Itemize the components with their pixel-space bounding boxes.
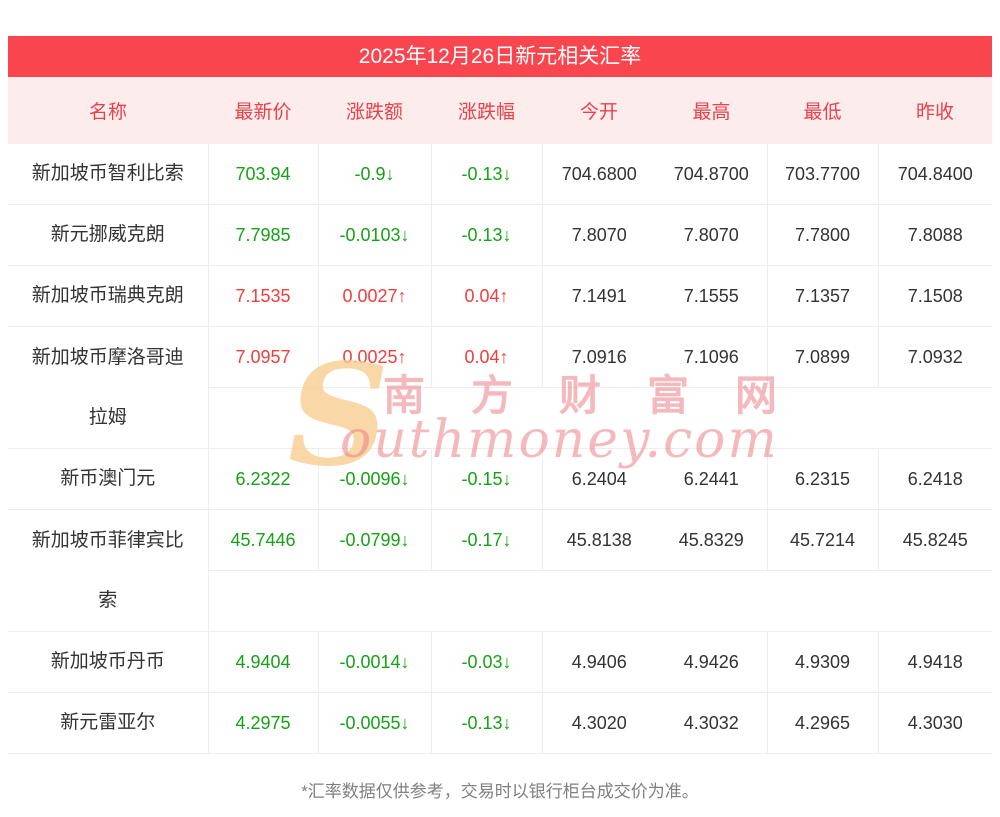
- change-pct-cell: 0.04↑: [431, 265, 543, 327]
- open-cell: 7.8070: [542, 204, 656, 266]
- prev-close-cell: 7.0932: [878, 326, 992, 388]
- table-row: 新加坡币智利比索 703.94 -0.9↓ -0.13↓ 704.6800 704.870…: [8, 144, 992, 205]
- open-cell: 4.3020: [542, 692, 656, 754]
- low-cell: 6.2315: [767, 448, 879, 510]
- footnote: *汇率数据仅供参考，交易时以银行柜台成交价为准。: [301, 782, 699, 801]
- table-row: 新加坡币菲律宾比索 45.7446 -0.0799↓ -0.17↓ 45.8138 45.…: [8, 509, 992, 632]
- high-cell: 7.1555: [656, 265, 768, 327]
- col-header-latest: 最新价: [208, 77, 318, 144]
- latest-price-cell: 4.9404: [208, 631, 319, 693]
- col-header-high: 最高: [656, 77, 767, 144]
- open-cell: 6.2404: [542, 448, 656, 510]
- low-cell: 4.2965: [767, 692, 879, 754]
- change-amount-cell: -0.9↓: [318, 144, 432, 205]
- high-cell: 7.1096: [656, 326, 768, 388]
- currency-pair-name: 新加坡币丹币: [8, 631, 209, 693]
- open-cell: 7.0916: [542, 326, 656, 388]
- col-header-name: 名称: [8, 77, 208, 144]
- latest-price-cell: 4.2975: [208, 692, 319, 754]
- change-pct-cell: -0.17↓: [431, 509, 543, 571]
- low-cell: 7.0899: [767, 326, 879, 388]
- latest-price-cell: 7.0957: [208, 326, 319, 388]
- table-row: 新加坡币瑞典克朗 7.1535 0.0027↑ 0.04↑ 7.1491 7.1555 7.…: [8, 265, 992, 327]
- high-cell: 45.8329: [656, 509, 768, 571]
- high-cell: 704.8700: [656, 144, 768, 205]
- open-cell: 45.8138: [542, 509, 656, 571]
- high-cell: 6.2441: [656, 448, 768, 510]
- spacer-cell: [208, 570, 992, 632]
- currency-pair-name: 新币澳门元: [8, 448, 209, 510]
- high-cell: 4.3032: [656, 692, 768, 754]
- table-row-spacer: [8, 570, 992, 632]
- table-row: 新元雷亚尔 4.2975 -0.0055↓ -0.13↓ 4.3020 4.3032 4.2…: [8, 692, 992, 754]
- change-amount-cell: 0.0025↑: [318, 326, 432, 388]
- currency-pair-name: 新加坡币瑞典克朗: [8, 265, 209, 327]
- latest-price-cell: 7.7985: [208, 204, 319, 266]
- change-pct-cell: -0.03↓: [431, 631, 543, 693]
- currency-pair-name: 新元挪威克朗: [8, 204, 209, 266]
- change-amount-cell: -0.0799↓: [318, 509, 432, 571]
- col-header-low: 最低: [767, 77, 878, 144]
- change-amount-cell: -0.0103↓: [318, 204, 432, 266]
- open-cell: 4.9406: [542, 631, 656, 693]
- high-cell: 7.8070: [656, 204, 768, 266]
- prev-close-cell: 4.3030: [878, 692, 992, 754]
- change-pct-cell: -0.15↓: [431, 448, 543, 510]
- currency-pair-name: 新加坡币菲律宾比索: [8, 509, 209, 632]
- table-row: 新加坡币丹币 4.9404 -0.0014↓ -0.03↓ 4.9406 4.9426 4.…: [8, 631, 992, 693]
- change-amount-cell: -0.0096↓: [318, 448, 432, 510]
- latest-price-cell: 7.1535: [208, 265, 319, 327]
- table-header-row: 名称 最新价 涨跌额 涨跌幅 今开 最高 最低 昨收: [8, 77, 992, 144]
- latest-price-cell: 6.2322: [208, 448, 319, 510]
- col-header-prev: 昨收: [878, 77, 992, 144]
- prev-close-cell: 45.8245: [878, 509, 992, 571]
- table-row: 新加坡币摩洛哥迪拉姆 7.0957 0.0025↑ 0.04↑ 7.0916 7.1096…: [8, 326, 992, 449]
- col-header-pct: 涨跌幅: [431, 77, 542, 144]
- table-row: 新元挪威克朗 7.7985 -0.0103↓ -0.13↓ 7.8070 7.8070 7.…: [8, 204, 992, 266]
- open-cell: 7.1491: [542, 265, 656, 327]
- low-cell: 703.7700: [767, 144, 879, 205]
- currency-pair-name: 新元雷亚尔: [8, 692, 209, 754]
- prev-close-cell: 7.8088: [878, 204, 992, 266]
- open-cell: 704.6800: [542, 144, 656, 205]
- col-header-open: 今开: [542, 77, 656, 144]
- change-amount-cell: 0.0027↑: [318, 265, 432, 327]
- currency-pair-name: 新加坡币智利比索: [8, 144, 209, 205]
- currency-pair-name: 新加坡币摩洛哥迪拉姆: [8, 326, 209, 449]
- rates-table: 名称 最新价 涨跌额 涨跌幅 今开 最高 最低 昨收 新加坡币智利比索 703.9…: [8, 77, 992, 754]
- low-cell: 4.9309: [767, 631, 879, 693]
- prev-close-cell: 704.8400: [878, 144, 992, 205]
- spacer-cell: [208, 387, 992, 449]
- low-cell: 7.7800: [767, 204, 879, 266]
- latest-price-cell: 703.94: [208, 144, 319, 205]
- change-pct-cell: -0.13↓: [431, 692, 543, 754]
- latest-price-cell: 45.7446: [208, 509, 319, 571]
- change-amount-cell: -0.0055↓: [318, 692, 432, 754]
- page-title: 2025年12月26日新元相关汇率: [8, 36, 992, 77]
- low-cell: 45.7214: [767, 509, 879, 571]
- change-pct-cell: -0.13↓: [431, 204, 543, 266]
- change-pct-cell: 0.04↑: [431, 326, 543, 388]
- prev-close-cell: 6.2418: [878, 448, 992, 510]
- col-header-change: 涨跌额: [318, 77, 431, 144]
- table-row: 新币澳门元 6.2322 -0.0096↓ -0.15↓ 6.2404 6.2441 6.2…: [8, 448, 992, 510]
- change-pct-cell: -0.13↓: [431, 144, 543, 205]
- high-cell: 4.9426: [656, 631, 768, 693]
- prev-close-cell: 4.9418: [878, 631, 992, 693]
- prev-close-cell: 7.1508: [878, 265, 992, 327]
- low-cell: 7.1357: [767, 265, 879, 327]
- table-row-spacer: [8, 387, 992, 449]
- change-amount-cell: -0.0014↓: [318, 631, 432, 693]
